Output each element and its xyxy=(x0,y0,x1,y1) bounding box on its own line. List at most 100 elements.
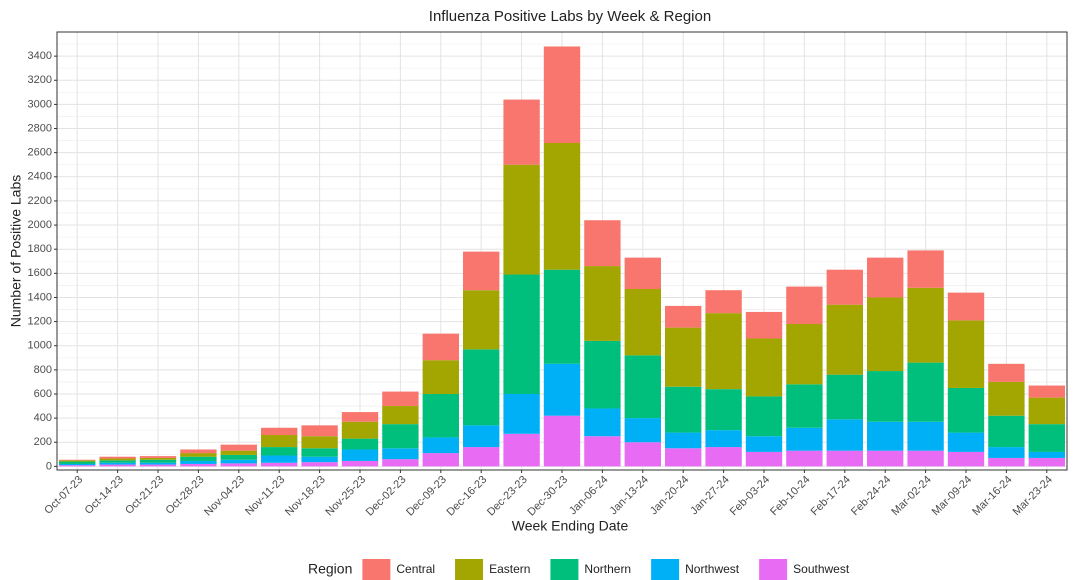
bar-segment xyxy=(99,458,136,461)
bar-segment xyxy=(988,447,1025,458)
y-tick-label: 3000 xyxy=(28,98,52,110)
bar-segment xyxy=(543,143,581,270)
bar-segment xyxy=(422,453,459,467)
y-tick-label: 2600 xyxy=(28,147,52,159)
bar-segment xyxy=(745,311,783,339)
bar-segment xyxy=(705,313,742,390)
y-tick-label: 2200 xyxy=(28,195,52,207)
bar-segment xyxy=(503,99,540,165)
bar-segment xyxy=(584,266,621,341)
x-tick-label: Oct-21-23 xyxy=(123,474,166,517)
bar-segment xyxy=(705,389,742,431)
x-tick-label: Nov-11-23 xyxy=(243,474,287,518)
bar-segment xyxy=(301,462,338,467)
y-tick-label: 1200 xyxy=(28,315,52,327)
bar-segment xyxy=(624,442,661,467)
bar-segment xyxy=(745,436,783,452)
x-tick-label: Feb-24-24 xyxy=(849,474,893,518)
x-tick-label: Nov-04-23 xyxy=(202,474,247,519)
bar-segment xyxy=(422,333,459,361)
legend-key xyxy=(651,559,680,580)
bar-segment xyxy=(867,257,904,298)
y-tick-label: 400 xyxy=(34,412,52,424)
bar-segment xyxy=(301,436,338,449)
bar-segment xyxy=(988,415,1025,448)
bar-segment xyxy=(786,427,823,451)
bar-segment xyxy=(301,456,338,463)
x-tick-label: Feb-17-24 xyxy=(809,474,853,518)
bar-segment xyxy=(624,257,661,290)
bar-segment xyxy=(584,436,621,467)
bar-segment xyxy=(584,340,621,409)
y-tick-label: 3200 xyxy=(28,74,52,86)
y-tick-label: 1000 xyxy=(28,340,52,352)
y-tick-label: 800 xyxy=(34,364,52,376)
x-tick-label: Feb-10-24 xyxy=(768,474,812,518)
bar-segment xyxy=(826,374,863,420)
legend-key xyxy=(759,559,788,580)
x-tick-label: Nov-18-23 xyxy=(283,474,328,519)
bar-segment xyxy=(180,456,217,461)
bar-segment xyxy=(867,371,904,422)
bar-segment xyxy=(543,415,581,467)
bar-segment xyxy=(180,460,217,464)
bar-segment xyxy=(786,384,823,428)
bar-segment xyxy=(745,396,783,437)
y-tick-label: 3400 xyxy=(28,50,52,62)
bar-segment xyxy=(584,408,621,437)
bar-segment xyxy=(382,406,419,425)
x-tick-label: Dec-23-23 xyxy=(485,474,530,519)
bar-segment xyxy=(341,412,379,422)
y-tick-label: 0 xyxy=(46,460,52,472)
bar-segment xyxy=(826,269,863,305)
bar-segment xyxy=(59,461,96,464)
bar-segment xyxy=(220,463,257,467)
bar-segment xyxy=(786,286,823,324)
legend-key xyxy=(362,559,391,580)
legend-key xyxy=(455,559,484,580)
bar-segment xyxy=(503,164,540,275)
bar-segment xyxy=(1028,451,1065,458)
bar-segment xyxy=(1028,424,1065,452)
bar-segment xyxy=(907,421,944,451)
bar-segment xyxy=(867,450,904,467)
bar-segment xyxy=(341,460,379,467)
x-tick-label: Oct-14-23 xyxy=(83,474,126,517)
bar-segment xyxy=(301,425,338,437)
bar-segment xyxy=(463,290,500,350)
bar-segment xyxy=(665,432,702,449)
bar-segment xyxy=(341,449,379,461)
bar-segment xyxy=(220,454,257,460)
bar-segment xyxy=(463,349,500,426)
bar-segment xyxy=(1028,397,1065,425)
bar-segment xyxy=(705,290,742,314)
bar-segment xyxy=(624,418,661,443)
plot-border xyxy=(56,31,1068,471)
bar-segment xyxy=(1028,385,1065,398)
bar-segment xyxy=(220,444,257,451)
bar-segment xyxy=(1028,457,1065,467)
x-tick-label: Jan-20-24 xyxy=(648,474,692,518)
bar-segment xyxy=(463,447,500,467)
bar-segment xyxy=(139,462,177,465)
bar-segment xyxy=(947,320,985,388)
bar-segment xyxy=(139,464,177,467)
bar-segment xyxy=(745,338,783,397)
x-tick-label: Feb-03-24 xyxy=(728,474,772,518)
bar-segment xyxy=(867,421,904,451)
bar-segment xyxy=(382,448,419,460)
bar-segment xyxy=(261,447,298,456)
x-tick-label: Mar-16-24 xyxy=(970,474,1014,518)
y-tick-label: 1400 xyxy=(28,291,52,303)
legend-label: Northwest xyxy=(685,562,740,576)
bar-segment xyxy=(59,463,96,466)
y-tick-label: 2400 xyxy=(28,171,52,183)
bar-segment xyxy=(99,462,136,465)
x-axis-title: Week Ending Date xyxy=(512,518,629,534)
bar-segment xyxy=(261,462,298,467)
bar-segment xyxy=(624,355,661,419)
bar-segment xyxy=(261,435,298,448)
y-tick-label: 1600 xyxy=(28,267,52,279)
